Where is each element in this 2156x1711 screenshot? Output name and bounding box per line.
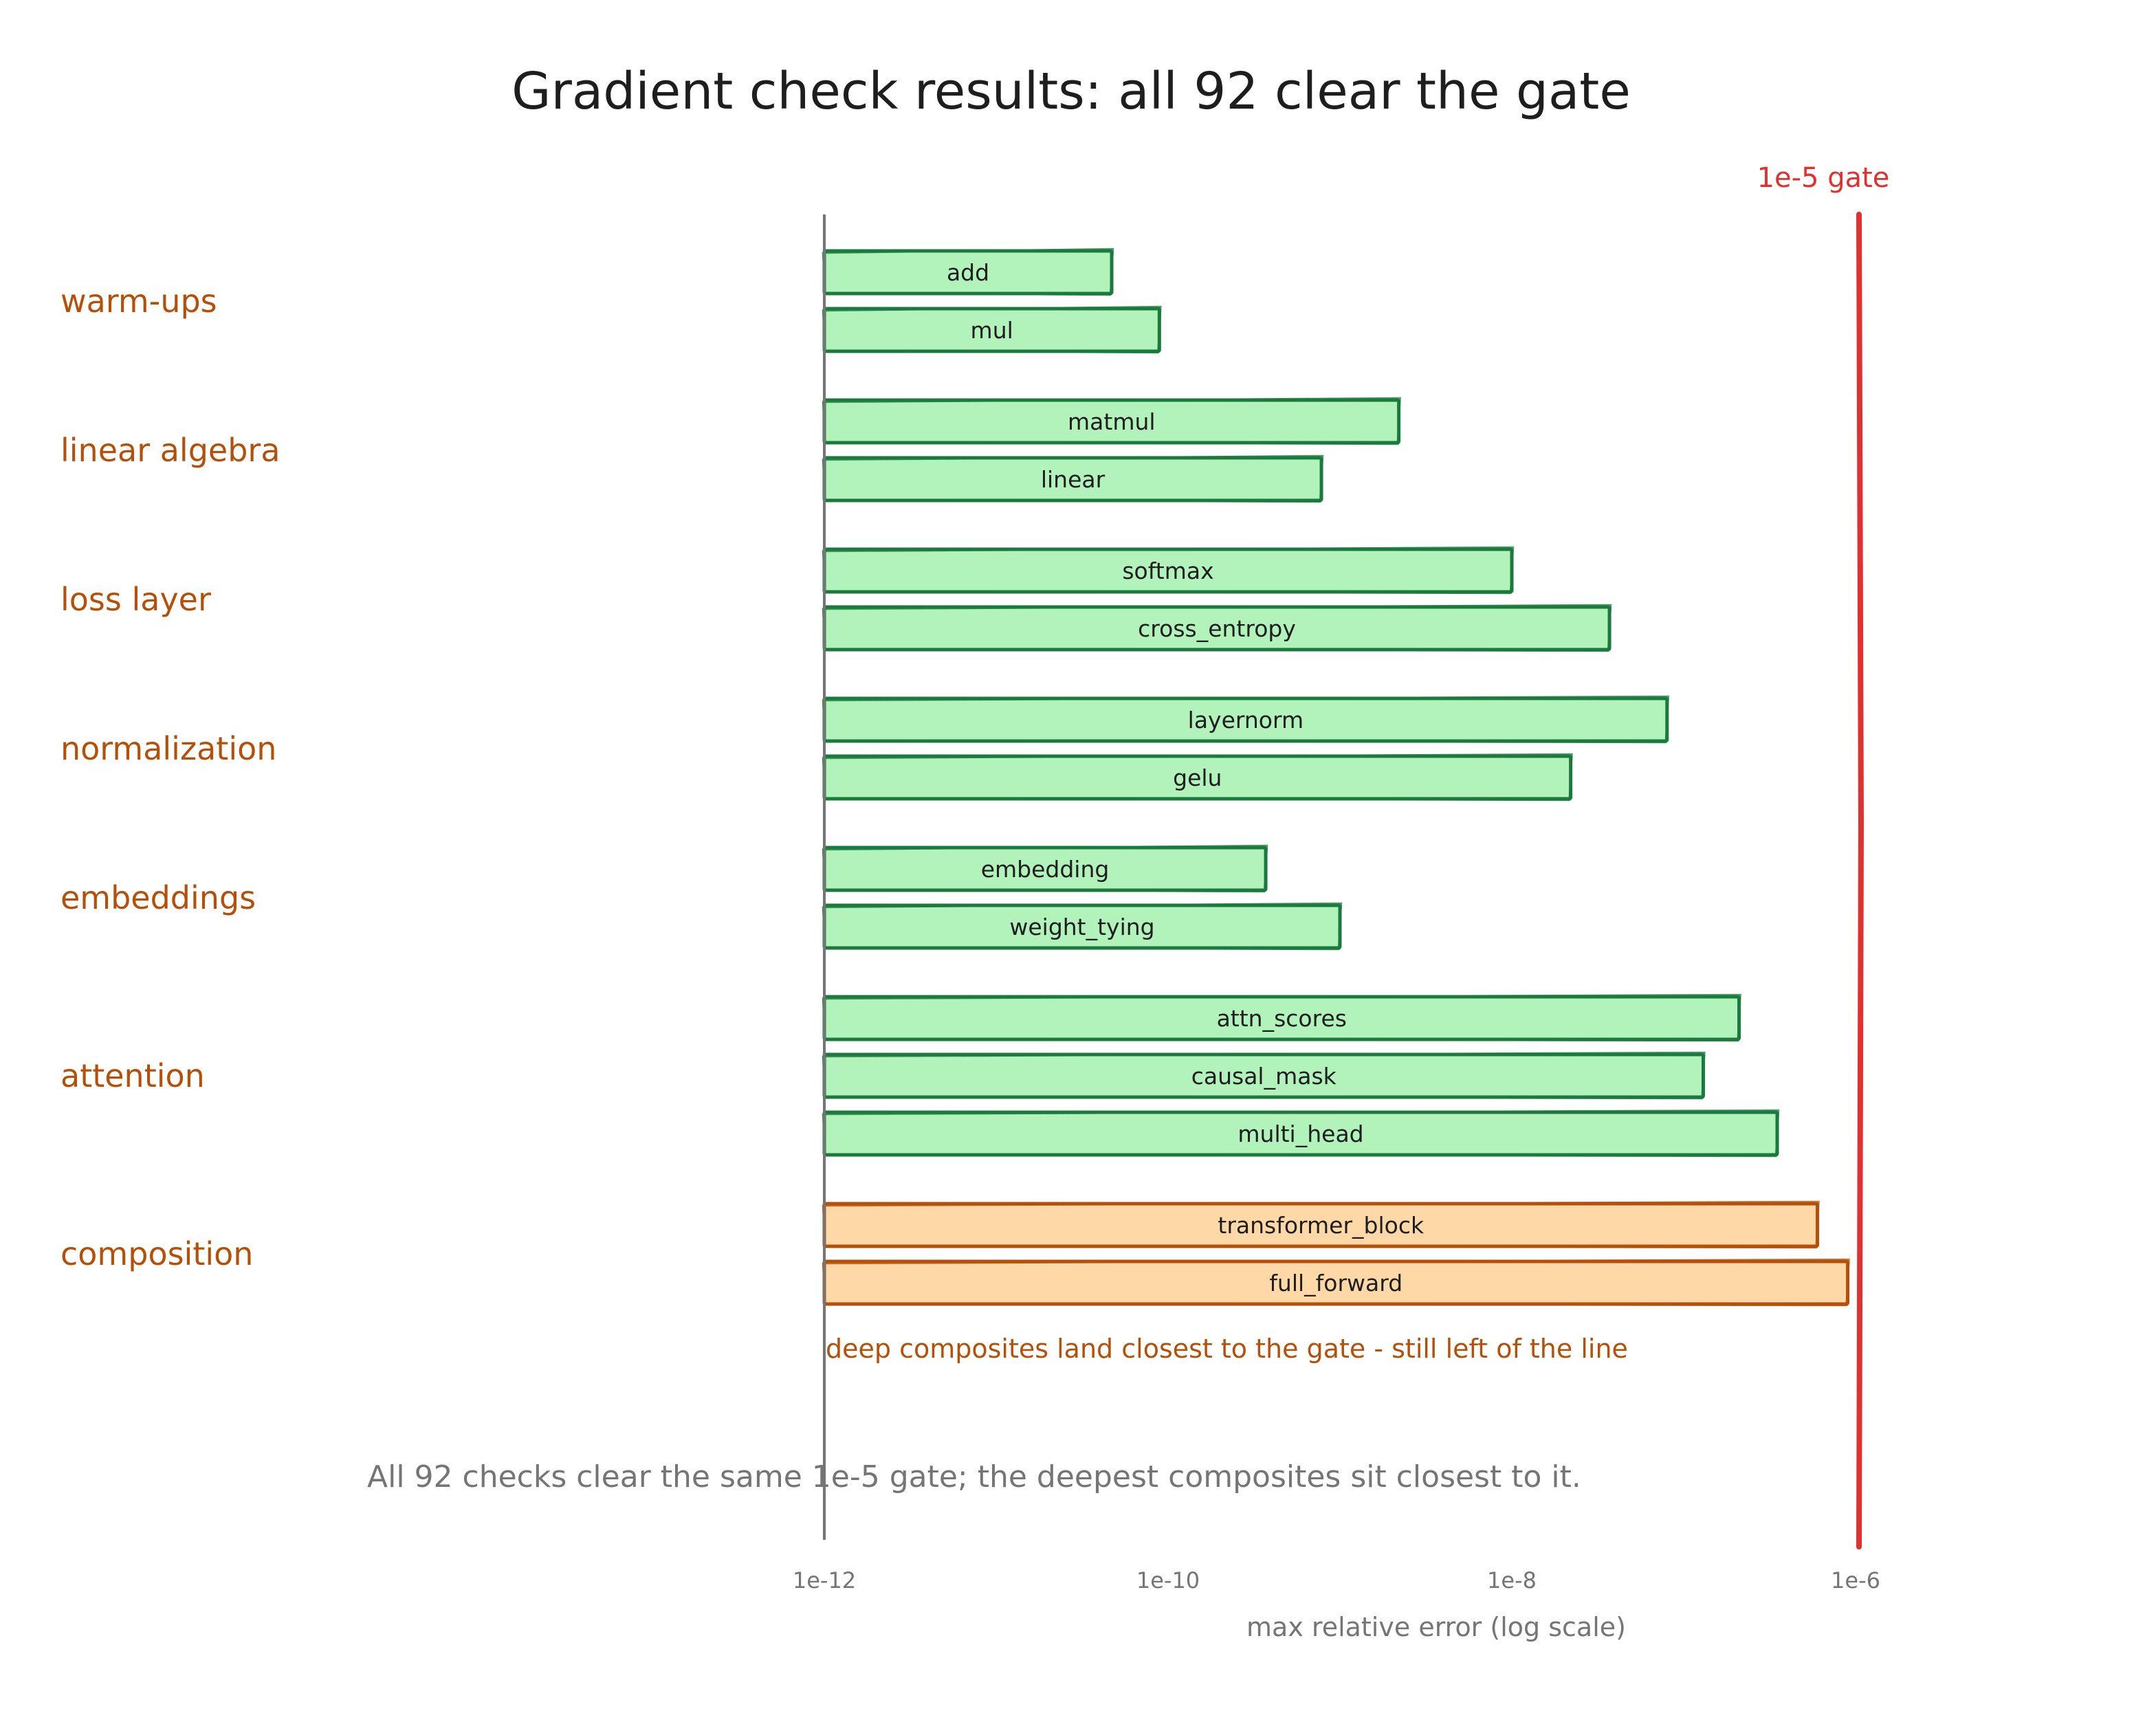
group-label-warm-ups: warm-ups: [60, 283, 217, 320]
bar-label-layernorm: layernorm: [1188, 707, 1304, 733]
x-axis-title: max relative error (log scale): [1246, 1612, 1626, 1642]
x-tick-label: 1e-6: [1831, 1567, 1880, 1593]
x-tick-label: 1e-10: [1136, 1567, 1200, 1593]
gate-line: [1856, 212, 1864, 1549]
bar-label-full-forward: full_forward: [1269, 1270, 1402, 1296]
bar-label-attn-scores: attn_scores: [1217, 1005, 1347, 1032]
bar-label-add: add: [947, 259, 989, 286]
group-label-loss-layer: loss layer: [60, 581, 211, 618]
bar-label-multi-head: multi_head: [1238, 1121, 1363, 1147]
bar-label-gelu: gelu: [1173, 764, 1222, 791]
chart-title: Gradient check results: all 92 clear the…: [512, 62, 1631, 121]
bar-label-causal-mask: causal_mask: [1191, 1063, 1337, 1090]
group-label-normalization: normalization: [60, 730, 276, 767]
group-label-attention: attention: [60, 1057, 205, 1094]
chart-annotation: deep composites land closest to the gate…: [826, 1334, 1628, 1364]
bar-label-cross-entropy: cross_entropy: [1138, 615, 1296, 642]
chart-caption: All 92 checks clear the same 1e-5 gate; …: [367, 1459, 1581, 1494]
bar-label-transformer-block: transformer_block: [1218, 1212, 1424, 1239]
bar-label-linear: linear: [1041, 466, 1106, 493]
group-label-embeddings: embeddings: [60, 879, 256, 916]
bar-label-weight-tying: weight_tying: [1009, 914, 1154, 940]
gate-label: 1e-5 gate: [1757, 162, 1890, 194]
bar-label-mul: mul: [971, 317, 1013, 344]
bar-label-softmax: softmax: [1122, 558, 1213, 584]
group-label-linear-algebra: linear algebra: [60, 432, 280, 469]
x-tick-label: 1e-12: [793, 1567, 856, 1593]
group-label-composition: composition: [60, 1235, 253, 1272]
x-tick-label: 1e-8: [1487, 1567, 1537, 1593]
bar-label-matmul: matmul: [1068, 408, 1156, 435]
bar-label-embedding: embedding: [981, 856, 1110, 883]
